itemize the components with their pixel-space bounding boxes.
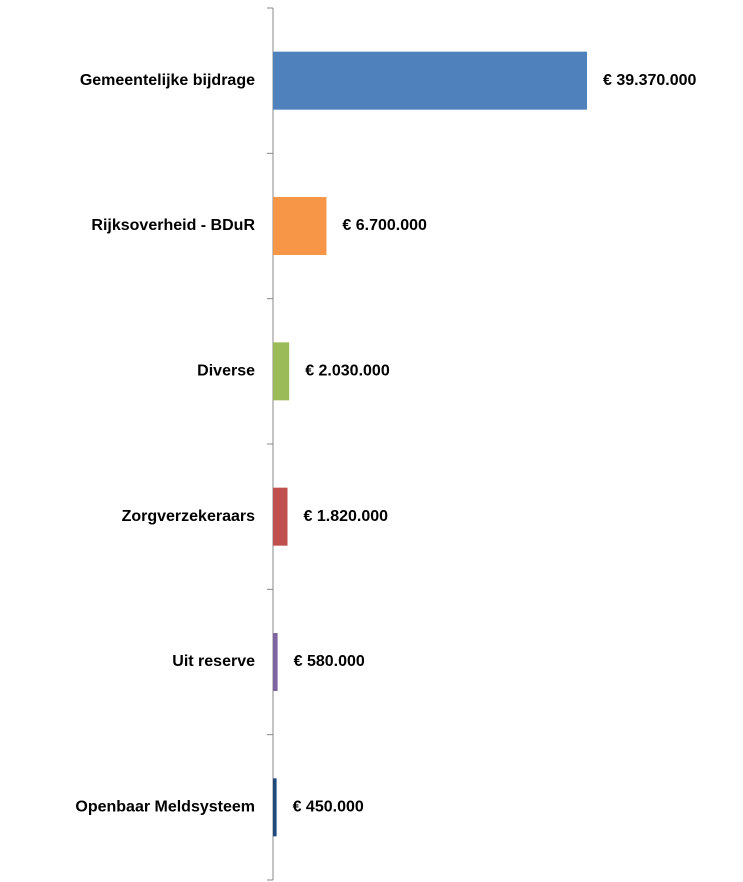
- bar: [273, 197, 327, 255]
- category-label: Uit reserve: [172, 653, 255, 670]
- value-label: € 580.000: [294, 653, 365, 670]
- bar: [273, 778, 277, 837]
- category-label: Diverse: [197, 363, 255, 380]
- category-label: Gemeentelijke bijdrage: [80, 72, 255, 89]
- value-label: € 6.700.000: [342, 217, 427, 234]
- category-label: Openbaar Meldsysteem: [75, 799, 255, 816]
- bar: [273, 51, 587, 110]
- category-label: Zorgverzekeraars: [122, 508, 256, 525]
- bar: [273, 633, 278, 691]
- value-label: € 39.370.000: [603, 72, 697, 89]
- bar: [273, 487, 288, 546]
- bar: [273, 342, 290, 401]
- value-label: € 1.820.000: [304, 508, 389, 525]
- category-label: Rijksoverheid - BDuR: [91, 217, 255, 234]
- value-label: € 2.030.000: [305, 363, 390, 380]
- value-label: € 450.000: [293, 799, 364, 816]
